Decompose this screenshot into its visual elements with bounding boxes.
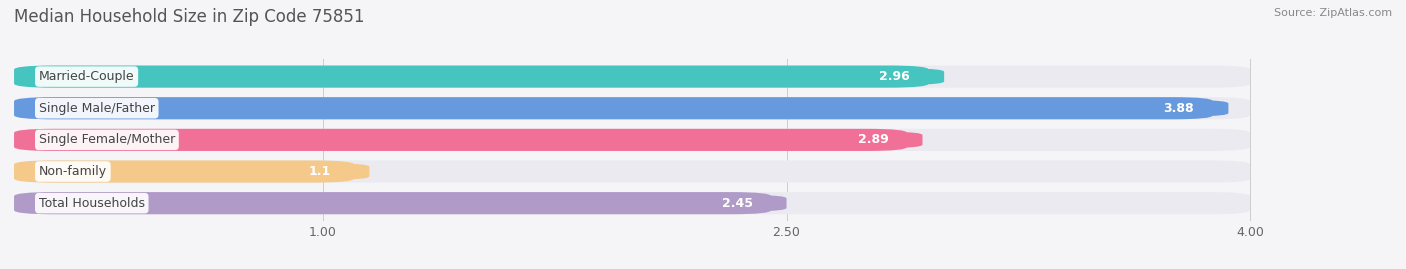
FancyBboxPatch shape [14, 97, 1250, 119]
Text: Median Household Size in Zip Code 75851: Median Household Size in Zip Code 75851 [14, 8, 364, 26]
FancyBboxPatch shape [270, 164, 370, 179]
FancyBboxPatch shape [824, 132, 922, 148]
Text: Single Female/Mother: Single Female/Mother [39, 133, 174, 146]
FancyBboxPatch shape [688, 195, 786, 211]
Text: 2.45: 2.45 [721, 197, 752, 210]
Text: 3.88: 3.88 [1164, 102, 1194, 115]
Text: Source: ZipAtlas.com: Source: ZipAtlas.com [1274, 8, 1392, 18]
FancyBboxPatch shape [14, 129, 907, 151]
FancyBboxPatch shape [14, 129, 1250, 151]
Text: 2.96: 2.96 [879, 70, 910, 83]
Text: Non-family: Non-family [39, 165, 107, 178]
Text: Total Households: Total Households [39, 197, 145, 210]
FancyBboxPatch shape [14, 192, 770, 214]
FancyBboxPatch shape [14, 160, 1250, 183]
FancyBboxPatch shape [14, 66, 1250, 88]
Text: Single Male/Father: Single Male/Father [39, 102, 155, 115]
Text: Married-Couple: Married-Couple [39, 70, 135, 83]
FancyBboxPatch shape [1129, 100, 1229, 116]
FancyBboxPatch shape [14, 66, 929, 88]
FancyBboxPatch shape [14, 97, 1213, 119]
FancyBboxPatch shape [14, 160, 354, 183]
Text: 1.1: 1.1 [309, 165, 330, 178]
FancyBboxPatch shape [14, 192, 1250, 214]
FancyBboxPatch shape [845, 69, 945, 84]
Text: 2.89: 2.89 [858, 133, 889, 146]
